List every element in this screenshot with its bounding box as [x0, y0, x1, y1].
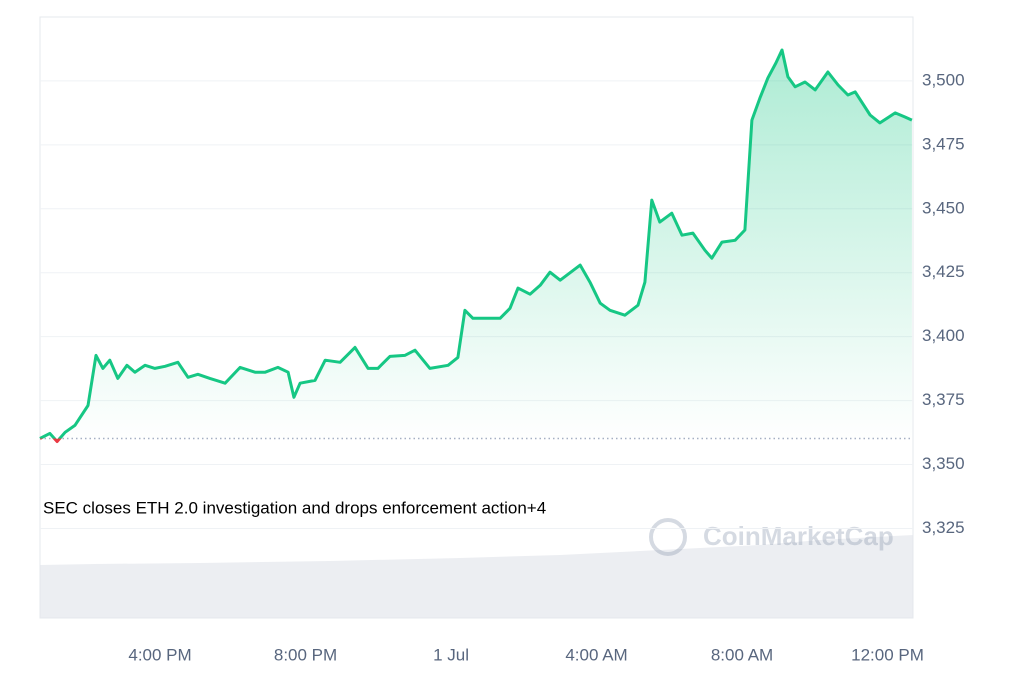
y-tick-label: 3,500: [922, 70, 965, 89]
y-tick-label: 3,375: [922, 390, 965, 409]
x-tick-label: 8:00 PM: [274, 645, 337, 664]
y-tick-label: 3,400: [922, 326, 965, 345]
watermark-text: CoinMarketCap: [703, 521, 894, 551]
annotation: SEC closes ETH 2.0 investigation and dro…: [43, 498, 546, 517]
y-tick-label: 3,450: [922, 198, 965, 217]
area: [40, 50, 912, 439]
watermark-logo: [649, 518, 687, 556]
volume-area: [40, 535, 913, 618]
y-tick-label: 3,425: [922, 262, 965, 281]
y-tick-label: 3,325: [922, 518, 965, 537]
x-tick-label: 4:00 AM: [565, 645, 627, 664]
x-tick-label: 4:00 PM: [128, 645, 191, 664]
x-tick-label: 1 Jul: [433, 645, 469, 664]
y-tick-label: 3,475: [922, 134, 965, 153]
watermark: CoinMarketCap: [649, 518, 894, 556]
price-line: [39, 48, 913, 439]
y-tick-label: 3,350: [922, 454, 965, 473]
x-tick-label: 12:00 PM: [851, 645, 924, 664]
x-tick-label: 8:00 AM: [711, 645, 773, 664]
